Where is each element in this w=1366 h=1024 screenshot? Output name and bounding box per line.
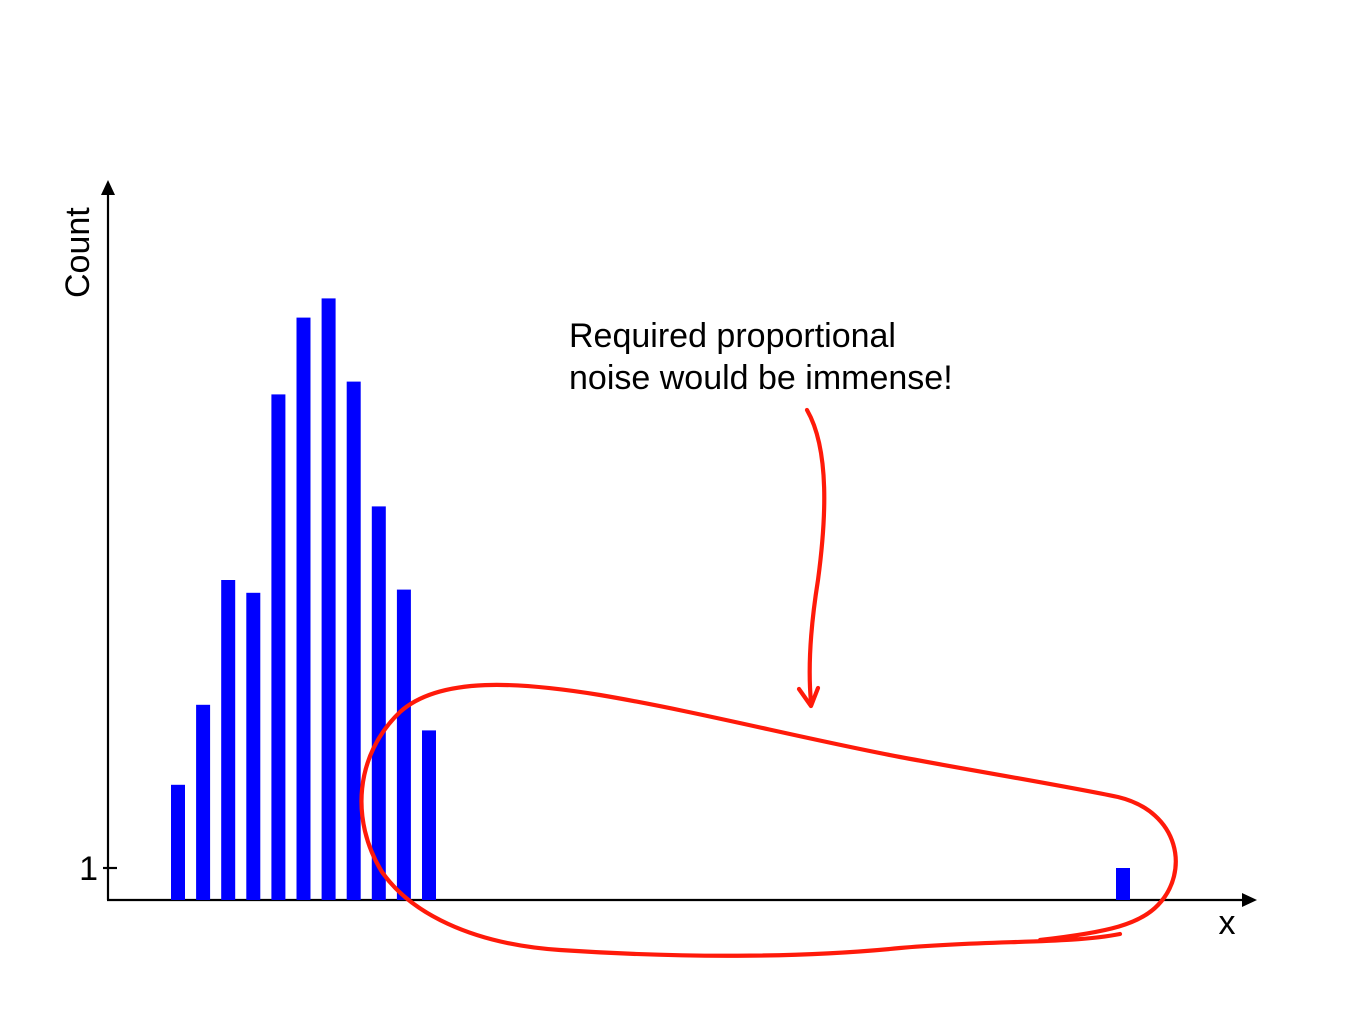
bar [422,730,436,900]
bar [346,381,361,901]
bar [246,592,261,900]
bar [171,784,185,900]
annotation-line-1: Required proportional [569,317,896,355]
bar [371,506,386,900]
outlier-bar [1116,868,1130,900]
bar [296,317,311,901]
bar [221,580,236,900]
y-axis-label: Count [59,207,97,298]
x-axis-label: x [1219,904,1236,942]
bar [321,298,336,900]
outlier-circle [359,682,1178,958]
annotation-line-2: noise would be immense! [569,359,953,397]
y-axis [101,180,115,900]
bar-series [171,298,1130,901]
y-axis-arrowhead [101,180,115,195]
bar [271,394,286,900]
bar [396,589,411,900]
annotation-arrowhead [796,685,821,709]
x-axis-arrowhead [1242,893,1257,907]
y-tick-label: 1 [79,850,98,888]
annotation-arrow [804,407,827,705]
bar [196,704,211,900]
